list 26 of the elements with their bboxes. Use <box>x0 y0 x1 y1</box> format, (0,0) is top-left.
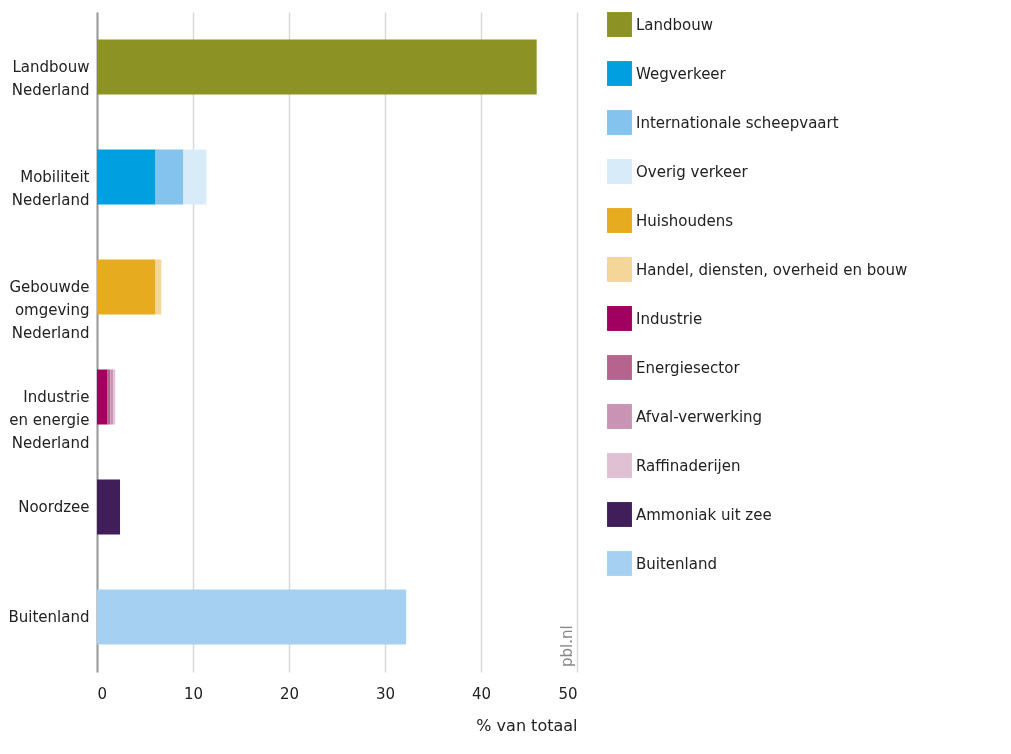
legend-label: Raffinaderijen <box>636 456 741 475</box>
y-tick-label: Gebouwde omgeving Nederland <box>9 278 90 342</box>
legend-label: Industrie <box>636 309 703 328</box>
y-tick-label: Buitenland <box>8 608 90 626</box>
x-tick-label: 20 <box>279 684 300 703</box>
legend-label: Huishoudens <box>636 211 734 230</box>
legend-label: Overig verkeer <box>636 162 749 181</box>
x-axis-title: % van totaal <box>476 715 578 735</box>
legend-label: Internationale scheepvaart <box>636 113 839 132</box>
y-tick-label: Landbouw Nederland <box>11 58 90 99</box>
y-tick-label: Mobiliteit Nederland <box>11 168 90 209</box>
x-tick-label: 40 <box>471 684 492 703</box>
legend-label: Afval-verwerking <box>636 407 763 426</box>
x-tick-label: 0 <box>97 684 108 703</box>
x-tick-label: 50 <box>558 684 578 703</box>
legend-label: Energiesector <box>636 358 741 377</box>
y-tick-label: Industrie en energie Nederland <box>9 388 90 452</box>
x-tick-label: 30 <box>375 684 396 703</box>
x-tick-label: 10 <box>183 684 204 703</box>
legend-label: Wegverkeer <box>636 64 727 83</box>
legend-label: Buitenland <box>636 554 717 573</box>
legend-label: Landbouw <box>636 15 714 34</box>
annotation: pbl.nl <box>558 625 576 667</box>
legend-label: Handel, diensten, overheid en bouw <box>636 260 908 279</box>
y-tick-label: Noordzee <box>18 498 90 516</box>
legend-label: Ammoniak uit zee <box>636 505 772 524</box>
